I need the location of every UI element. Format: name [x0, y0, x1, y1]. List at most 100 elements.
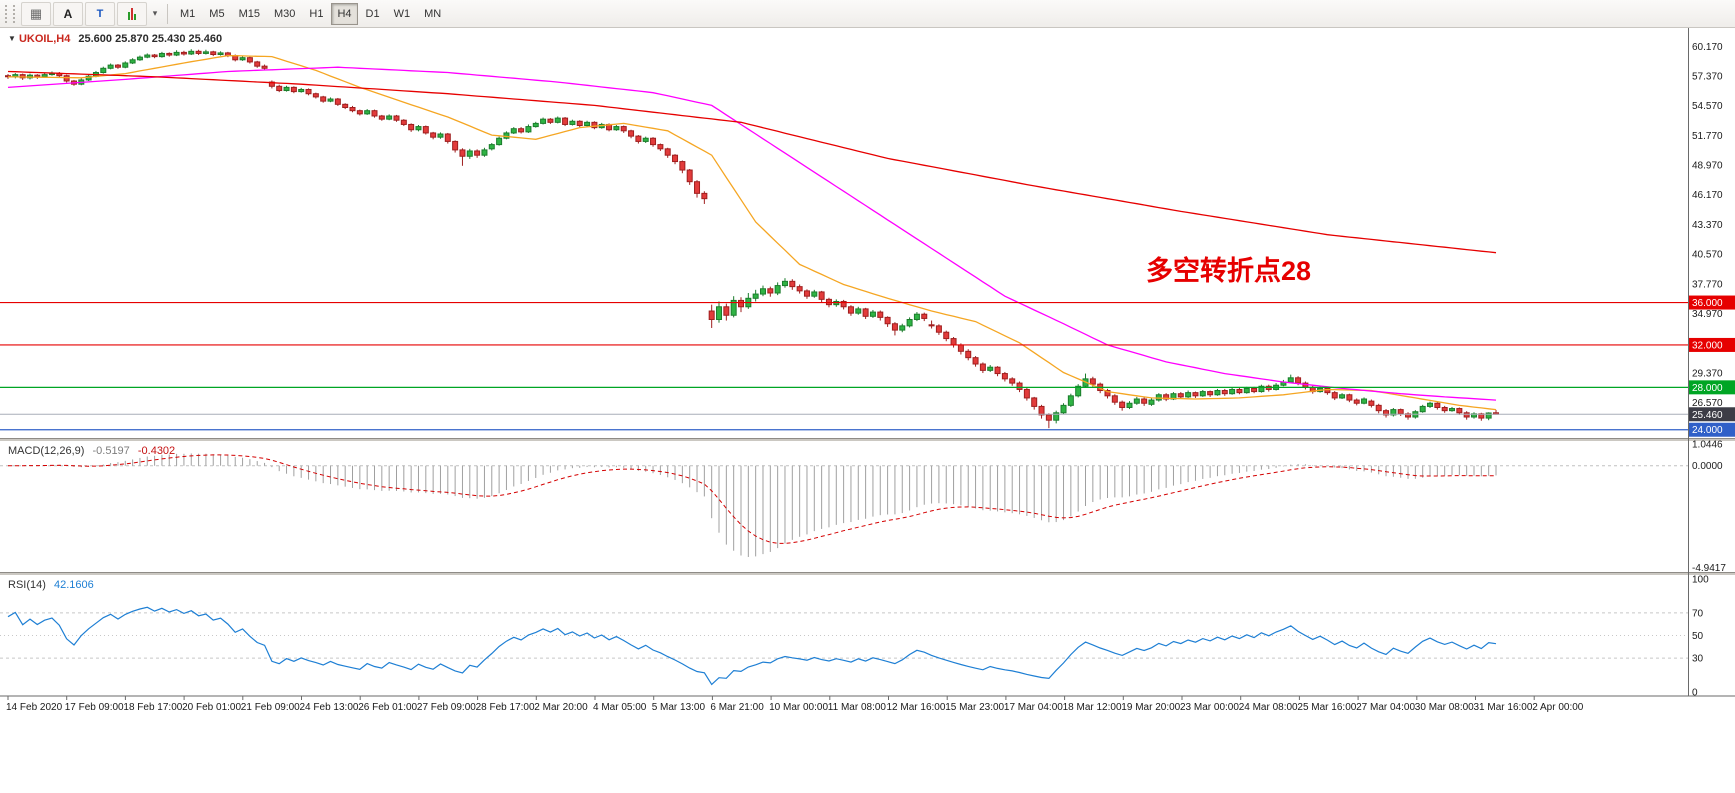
tool-indicators-button[interactable]: [117, 1, 147, 26]
price-axis-tick: 60.170: [1692, 42, 1723, 53]
price-axis-tick: 37.770: [1692, 279, 1723, 290]
candle: [554, 116, 561, 124]
timeframe-button-h1[interactable]: H1: [309, 7, 324, 20]
candle: [591, 121, 598, 130]
time-axis[interactable]: [0, 697, 1735, 717]
candle: [415, 124, 422, 132]
price-axis-tick: 29.370: [1692, 368, 1723, 379]
candle: [679, 160, 686, 174]
panel-divider[interactable]: [0, 438, 1735, 441]
candle: [1060, 403, 1067, 415]
candle: [114, 64, 121, 69]
candle: [1375, 403, 1382, 414]
candle: [1031, 396, 1038, 410]
candle: [356, 109, 363, 116]
time-axis-label: 25 Mar 16:00: [1297, 702, 1356, 713]
candlestick-series: [5, 49, 1499, 429]
candle: [994, 366, 1001, 377]
toolbar: ▦ A T ▾ M1 M5 M15 M30 H1 H4 D1 W1 MN: [0, 0, 1735, 28]
candle: [1353, 398, 1360, 406]
candle: [386, 114, 393, 121]
ma-fast-line[interactable]: [7, 54, 1497, 411]
candle: [855, 306, 862, 315]
candle: [1053, 410, 1060, 424]
candle: [613, 124, 620, 131]
timeframe-button-m5[interactable]: M5: [209, 7, 225, 20]
candle: [1207, 390, 1214, 397]
time-axis-label: 30 Mar 08:00: [1415, 702, 1474, 713]
candle: [276, 84, 283, 93]
candle: [349, 105, 356, 113]
tool-text-tool-button[interactable]: T: [85, 1, 115, 26]
price-axis-tick: 40.570: [1692, 250, 1723, 261]
text-tool-icon: T: [96, 7, 104, 20]
timeframe-button-d1[interactable]: D1: [365, 7, 380, 20]
candle: [364, 109, 371, 115]
timeframe-button-m1[interactable]: M1: [180, 7, 196, 20]
candle: [1111, 394, 1118, 405]
candle: [840, 299, 847, 310]
toolbar-grip[interactable]: [5, 4, 15, 23]
timeframe-button-h4[interactable]: H4: [331, 2, 358, 25]
candle: [430, 131, 437, 140]
candle: [1485, 412, 1492, 421]
candle: [239, 56, 246, 61]
timeframe-button-w1[interactable]: W1: [393, 7, 411, 20]
candle: [972, 356, 979, 367]
candle: [1441, 405, 1448, 413]
candle: [1023, 387, 1030, 401]
price-axis-tick: 48.970: [1692, 161, 1723, 172]
candle: [400, 119, 407, 127]
timeframe-button-m30[interactable]: M30: [273, 7, 296, 20]
candle: [1045, 413, 1052, 429]
panel-divider[interactable]: [0, 572, 1735, 575]
candle: [1456, 407, 1463, 415]
level-36.000-badge-label: 36.000: [1692, 298, 1723, 309]
candle: [701, 191, 708, 204]
candle: [210, 50, 217, 57]
candle: [188, 49, 195, 56]
candle: [862, 307, 869, 319]
macd-name: MACD(12,26,9): [8, 445, 85, 457]
candle: [466, 148, 473, 159]
time-axis-label: 11 Mar 08:00: [828, 702, 887, 713]
time-axis-label: 17 Feb 09:00: [65, 702, 124, 713]
timeframe-button-mn[interactable]: MN: [424, 7, 442, 20]
time-axis-label: 26 Feb 01:00: [358, 702, 417, 713]
indicators-dropdown-caret[interactable]: ▾: [152, 8, 158, 18]
main-chart-canvas[interactable]: [0, 28, 1688, 438]
candle: [290, 86, 297, 94]
candle: [378, 114, 385, 121]
current-price-badge-label: 25.460: [1692, 410, 1723, 421]
indicators-icon: [128, 7, 136, 20]
candle: [884, 316, 891, 327]
time-axis-label: 2 Mar 20:00: [534, 702, 588, 713]
candle: [136, 55, 143, 61]
timeframe-button-m15[interactable]: M15: [238, 7, 260, 20]
candle: [869, 309, 876, 318]
macd-histogram: [14, 453, 1497, 557]
candle: [158, 51, 165, 58]
candle: [525, 124, 532, 133]
price-axis[interactable]: [1688, 28, 1735, 696]
candle: [320, 95, 327, 103]
candle: [738, 297, 744, 313]
time-axis-label: 28 Feb 17:00: [476, 702, 535, 713]
ma-slow-line[interactable]: [7, 70, 1497, 254]
candle: [496, 136, 503, 146]
candle: [532, 121, 539, 128]
candle: [129, 58, 136, 65]
candle: [217, 51, 224, 56]
tool-chart-windows-button[interactable]: ▦: [21, 1, 51, 26]
chart-text-annotation[interactable]: 多空转折点28: [1146, 256, 1312, 286]
candle: [1214, 388, 1221, 396]
candle: [781, 278, 788, 288]
candle: [107, 63, 114, 70]
candle: [1199, 389, 1206, 397]
candle: [943, 330, 950, 342]
time-axis-label: 17 Mar 04:00: [1004, 702, 1063, 713]
candle: [803, 289, 810, 299]
time-axis-label: 24 Feb 13:00: [300, 702, 359, 713]
ma-medium-line[interactable]: [7, 66, 1497, 401]
tool-cursor-button[interactable]: A: [53, 1, 83, 26]
